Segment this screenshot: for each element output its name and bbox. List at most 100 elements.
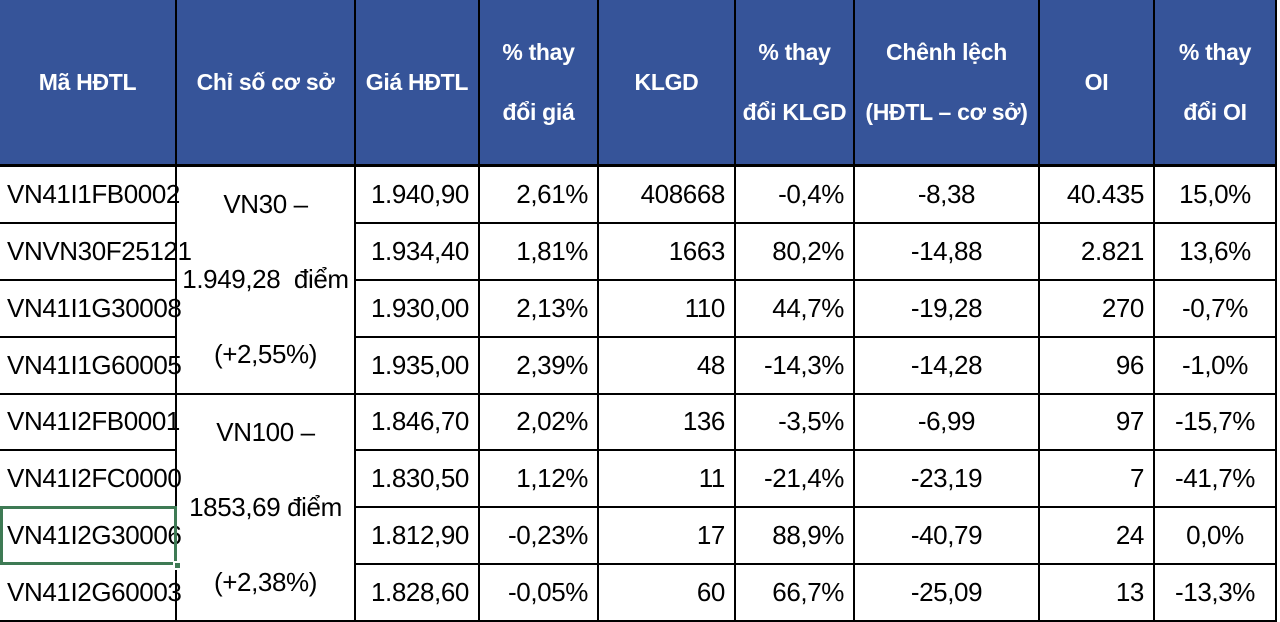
cell-spread[interactable]: -40,79 <box>855 508 1040 566</box>
cell-price-change[interactable]: -0,05% <box>480 565 599 622</box>
cell-code[interactable]: VN41I2G60003 <box>0 565 182 622</box>
cell-code[interactable]: VN41I1FB0002 <box>0 167 180 224</box>
table-row: VN41I1G60005 1.935,00 2,39% 48 -14,3% -1… <box>0 337 1277 395</box>
cell-volume-change[interactable]: -14,3% <box>736 337 855 395</box>
cell-code[interactable]: VN41I2FC0000 <box>0 451 182 509</box>
cell-volume-change[interactable]: -0,4% <box>736 167 855 224</box>
cell-code[interactable]: VN41I2FB0001 <box>0 394 180 452</box>
cell-price-change[interactable]: 2,02% <box>480 394 599 452</box>
cell-oi-change[interactable]: -41,7% <box>1155 451 1277 509</box>
col-header-pct-thay-doi-gia[interactable]: % thay đổi giá <box>480 0 599 167</box>
cell-volume[interactable]: 48 <box>599 337 736 395</box>
cell-oi-change[interactable]: -0,7% <box>1155 280 1277 338</box>
cell-price-change[interactable]: 1,12% <box>480 451 599 509</box>
cell-price[interactable]: 1.934,40 <box>356 223 480 281</box>
index-change-pct: (+2,55%) <box>213 339 318 370</box>
price-value: 1.812,90 <box>370 520 469 551</box>
cell-oi[interactable]: 270 <box>1040 280 1155 338</box>
header-label: OI <box>1084 68 1109 95</box>
cell-oi-change[interactable]: 15,0% <box>1155 167 1277 224</box>
cell-price-change[interactable]: -0,23% <box>480 508 599 566</box>
table-row: VN41I2FC0000 1.830,50 1,12% 11 -21,4% -2… <box>0 451 1277 509</box>
contract-code: VN41I2FB0001 <box>7 406 180 437</box>
cell-code[interactable]: VNVN30F25121 <box>0 223 192 281</box>
cell-volume-change[interactable]: 88,9% <box>736 508 855 566</box>
cell-price[interactable]: 1.812,90 <box>356 508 480 566</box>
cell-volume-change[interactable]: -3,5% <box>736 394 855 452</box>
cell-oi-change[interactable]: -15,7% <box>1155 394 1277 452</box>
cell-oi[interactable]: 40.435 <box>1040 167 1155 224</box>
col-header-chi-so-co-so[interactable]: Chỉ số cơ sở <box>177 0 356 167</box>
cell-spread[interactable]: -19,28 <box>855 280 1040 338</box>
spread-value: -19,28 <box>910 292 983 323</box>
cell-underlying-index-vn100[interactable]: VN100 – 1853,69 điểm (+2,38%) <box>177 394 356 622</box>
cell-oi-change[interactable]: 13,6% <box>1155 223 1277 281</box>
price-change-value: -0,23% <box>508 520 588 551</box>
cell-price[interactable]: 1.930,00 <box>356 280 480 338</box>
cell-volume-change[interactable]: 66,7% <box>736 565 855 622</box>
cell-spread[interactable]: -23,19 <box>855 451 1040 509</box>
price-change-value: 2,02% <box>516 406 588 437</box>
price-value: 1.846,70 <box>370 406 469 437</box>
col-header-klgd[interactable]: KLGD <box>599 0 736 167</box>
cell-oi[interactable]: 24 <box>1040 508 1155 566</box>
contract-code: VN41I1FB0002 <box>7 178 180 209</box>
cell-volume[interactable]: 408668 <box>599 167 736 224</box>
cell-oi[interactable]: 96 <box>1040 337 1155 395</box>
index-points: 1.949,28 điểm <box>182 264 349 295</box>
cell-oi-change[interactable]: 0,0% <box>1155 508 1277 566</box>
cell-oi-change[interactable]: -13,3% <box>1155 565 1277 622</box>
cell-spread[interactable]: -14,28 <box>855 337 1040 395</box>
col-header-oi[interactable]: OI <box>1040 0 1155 167</box>
cell-price-change[interactable]: 2,61% <box>480 167 599 224</box>
cell-price[interactable]: 1.940,90 <box>356 167 480 224</box>
cell-oi[interactable]: 2.821 <box>1040 223 1155 281</box>
cell-volume[interactable]: 1663 <box>599 223 736 281</box>
cell-oi[interactable]: 13 <box>1040 565 1155 622</box>
cell-price-change[interactable]: 2,39% <box>480 337 599 395</box>
cell-price[interactable]: 1.830,50 <box>356 451 480 509</box>
cell-oi[interactable]: 97 <box>1040 394 1155 452</box>
cell-price[interactable]: 1.935,00 <box>356 337 480 395</box>
cell-oi[interactable]: 7 <box>1040 451 1155 509</box>
index-change-pct: (+2,38%) <box>213 566 318 597</box>
oi-change-value: 0,0% <box>1186 520 1244 551</box>
cell-oi-change[interactable]: -1,0% <box>1155 337 1277 395</box>
cell-spread[interactable]: -25,09 <box>855 565 1040 622</box>
cell-price[interactable]: 1.846,70 <box>356 394 480 452</box>
price-value: 1.930,00 <box>370 292 469 323</box>
cell-code[interactable]: VN41I1G60005 <box>0 337 182 395</box>
col-header-chenh-lech[interactable]: Chênh lệch (HĐTL – cơ sở) <box>855 0 1040 167</box>
oi-value: 13 <box>1115 577 1145 608</box>
spread-value: -40,79 <box>910 520 983 551</box>
col-header-pct-thay-doi-klgd[interactable]: % thay đổi KLGD <box>736 0 855 167</box>
contract-code: VNVN30F25121 <box>7 235 192 266</box>
volume-change-value: -14,3% <box>764 349 844 380</box>
fill-handle[interactable] <box>173 561 182 571</box>
price-value: 1.830,50 <box>370 463 469 494</box>
cell-volume[interactable]: 60 <box>599 565 736 622</box>
cell-volume-change[interactable]: 44,7% <box>736 280 855 338</box>
cell-spread[interactable]: -8,38 <box>855 167 1040 224</box>
header-label-line2: đổi KLGD <box>742 98 847 125</box>
col-header-gia-hdtl[interactable]: Giá HĐTL <box>356 0 480 167</box>
cell-volume-change[interactable]: 80,2% <box>736 223 855 281</box>
spread-value: -6,99 <box>917 406 976 437</box>
cell-code[interactable]: VN41I1G30008 <box>0 280 182 338</box>
cell-underlying-index-vn30[interactable]: VN30 – 1.949,28 điểm (+2,55%) <box>177 167 356 395</box>
cell-volume[interactable]: 11 <box>599 451 736 509</box>
volume-value: 60 <box>696 577 726 608</box>
cell-price-change[interactable]: 2,13% <box>480 280 599 338</box>
cell-volume[interactable]: 17 <box>599 508 736 566</box>
cell-price[interactable]: 1.828,60 <box>356 565 480 622</box>
cell-volume[interactable]: 136 <box>599 394 736 452</box>
cell-price-change[interactable]: 1,81% <box>480 223 599 281</box>
cell-spread[interactable]: -14,88 <box>855 223 1040 281</box>
cell-spread[interactable]: -6,99 <box>855 394 1040 452</box>
price-value: 1.940,90 <box>370 178 469 209</box>
cell-volume[interactable]: 110 <box>599 280 736 338</box>
col-header-pct-thay-doi-oi[interactable]: % thay đổi OI <box>1155 0 1277 167</box>
col-header-ma-hdtl[interactable]: Mã HĐTL <box>0 0 177 167</box>
cell-code-selected[interactable]: VN41I2G30006 <box>0 506 182 571</box>
cell-volume-change[interactable]: -21,4% <box>736 451 855 509</box>
